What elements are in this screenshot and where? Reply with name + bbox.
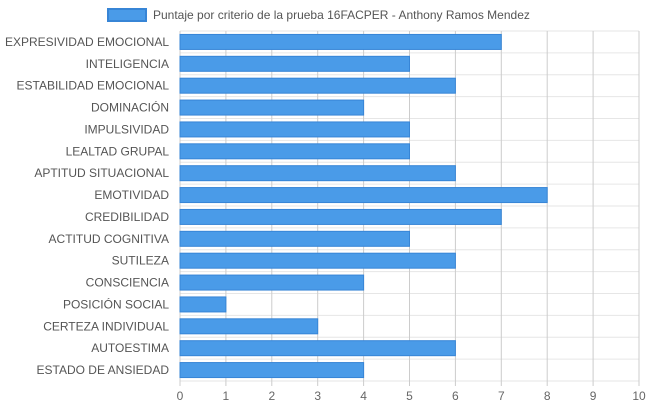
bar[interactable] <box>179 252 456 269</box>
bar[interactable] <box>179 33 502 50</box>
bar[interactable] <box>179 340 456 357</box>
category-label: INTELIGENCIA <box>86 57 169 71</box>
x-tick-label: 3 <box>314 389 321 403</box>
x-tick-label: 4 <box>360 389 367 403</box>
category-label: LEALTAD GRUPAL <box>66 144 170 158</box>
category-label: EXPRESIVIDAD EMOCIONAL <box>5 35 169 49</box>
x-tick-label: 9 <box>590 389 597 403</box>
x-tick-label: 6 <box>452 389 459 403</box>
bar[interactable] <box>179 165 456 182</box>
bar[interactable] <box>179 55 410 72</box>
bar[interactable] <box>179 230 410 247</box>
bar[interactable] <box>179 121 410 138</box>
category-label: SUTILEZA <box>112 254 169 268</box>
legend-swatch[interactable] <box>107 8 147 22</box>
bar[interactable] <box>179 143 410 160</box>
category-label: CONSCIENCIA <box>86 276 169 290</box>
category-label: APTITUD SITUACIONAL <box>34 166 169 180</box>
category-label: ESTABILIDAD EMOCIONAL <box>17 79 170 93</box>
bar[interactable] <box>179 187 548 204</box>
bar[interactable] <box>179 318 319 335</box>
bar[interactable] <box>179 208 502 225</box>
category-label: CERTEZA INDIVIDUAL <box>43 319 169 333</box>
x-tick-label: 5 <box>406 389 413 403</box>
x-axis-ticks: 0 1 2 3 4 5 6 7 8 9 10 <box>177 389 646 403</box>
bar[interactable] <box>179 99 365 116</box>
x-tick-label: 7 <box>498 389 505 403</box>
category-label: AUTOESTIMA <box>91 341 169 355</box>
bar[interactable] <box>179 274 365 291</box>
category-label: DOMINACIÓN <box>91 100 169 115</box>
category-label: IMPULSIVIDAD <box>84 122 169 136</box>
bar[interactable] <box>179 77 456 94</box>
x-tick-label: 10 <box>632 389 646 403</box>
bar[interactable] <box>179 362 365 379</box>
x-tick-label: 0 <box>177 389 184 403</box>
bars <box>179 33 548 379</box>
grid <box>179 30 640 386</box>
category-label: ACTITUD COGNITIVA <box>49 232 169 246</box>
x-tick-label: 1 <box>223 389 230 403</box>
x-tick-label: 8 <box>544 389 551 403</box>
legend-label[interactable]: Puntaje por criterio de la prueba 16FACP… <box>153 8 530 22</box>
category-label: EMOTIVIDAD <box>94 188 169 202</box>
category-label: ESTADO DE ANSIEDAD <box>37 363 170 377</box>
category-label: POSICIÓN SOCIAL <box>63 296 169 311</box>
category-labels: EXPRESIVIDAD EMOCIONAL INTELIGENCIA ESTABI… <box>5 35 169 377</box>
category-label: CREDIBILIDAD <box>85 210 169 224</box>
legend[interactable]: Puntaje por criterio de la prueba 16FACP… <box>107 8 530 22</box>
bar[interactable] <box>179 296 227 313</box>
x-tick-label: 2 <box>268 389 275 403</box>
